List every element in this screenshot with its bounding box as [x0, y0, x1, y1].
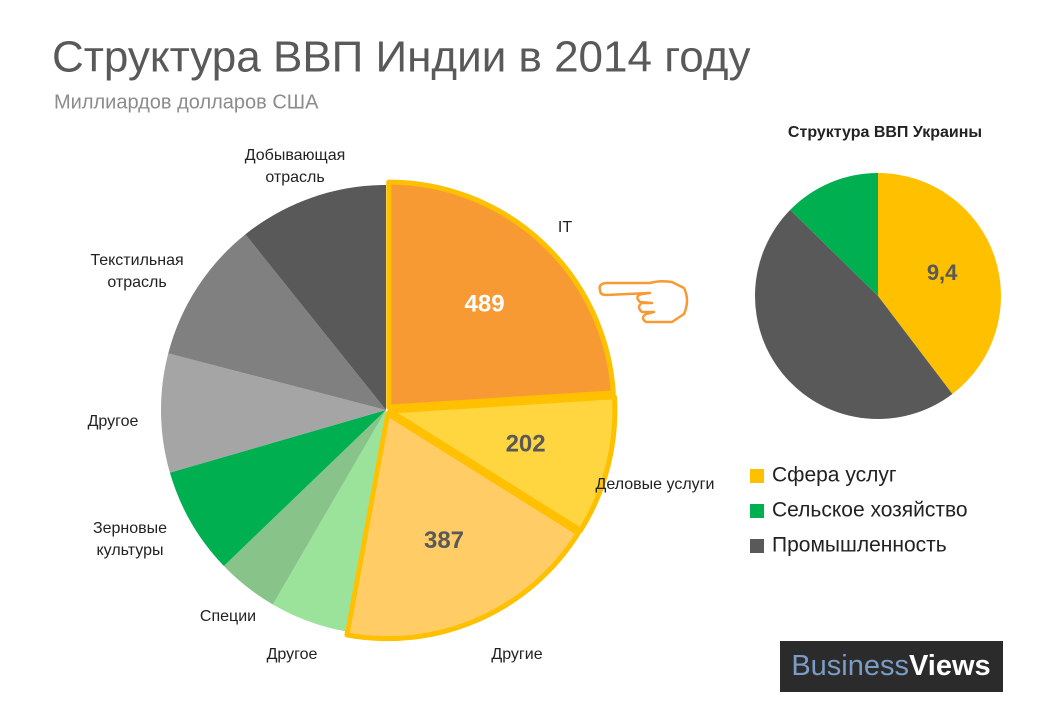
pie-slice [387, 394, 618, 533]
legend-swatch [750, 469, 764, 483]
pie-slice [878, 173, 1001, 394]
category-label: Другое [266, 646, 318, 663]
legend-label: Сфера услуг [772, 464, 897, 487]
pie-slice [168, 234, 386, 410]
pointing-hand [598, 279, 689, 324]
chart-title: Структура ВВП Украины [788, 124, 982, 141]
value-label: 489 [465, 290, 505, 317]
category-label: Текстильная отрасль [90, 252, 184, 291]
pie-slice [169, 410, 386, 567]
pie-slice [245, 185, 386, 410]
legend-label: Промышленность [772, 534, 947, 557]
value-label: 387 [424, 527, 464, 554]
legend-label: Сельское хозяйство [772, 499, 968, 522]
category-label: Зерновые культуры [92, 520, 168, 559]
category-label: Добывающая отрасль [244, 147, 346, 186]
logo-first: Business [791, 650, 909, 682]
pie-slice [223, 410, 386, 605]
value-label: 9,4 [927, 260, 958, 285]
pie-slice [161, 353, 386, 473]
value-label: 202 [506, 431, 546, 458]
category-label: Деловые услуги [595, 476, 715, 493]
category-label: Специи [199, 608, 257, 625]
pie-slice [755, 209, 953, 419]
pie-slice [386, 179, 616, 410]
legend-swatch [750, 504, 764, 518]
pie-slice [272, 410, 386, 632]
logo: BusinessViews [791, 650, 990, 682]
legend-swatch [750, 539, 764, 553]
chart-title: Структура ВВП Индии в 2014 году [52, 33, 750, 82]
pie-slice [344, 411, 581, 642]
logo-box [780, 641, 1003, 692]
pie-slice [790, 173, 878, 296]
logo-second: Views [909, 650, 991, 682]
category-label: IT [557, 219, 573, 236]
chart-subtitle: Миллиардов долларов США [54, 91, 319, 113]
category-label: Другие [491, 646, 543, 663]
category-label: Другое [87, 413, 139, 430]
